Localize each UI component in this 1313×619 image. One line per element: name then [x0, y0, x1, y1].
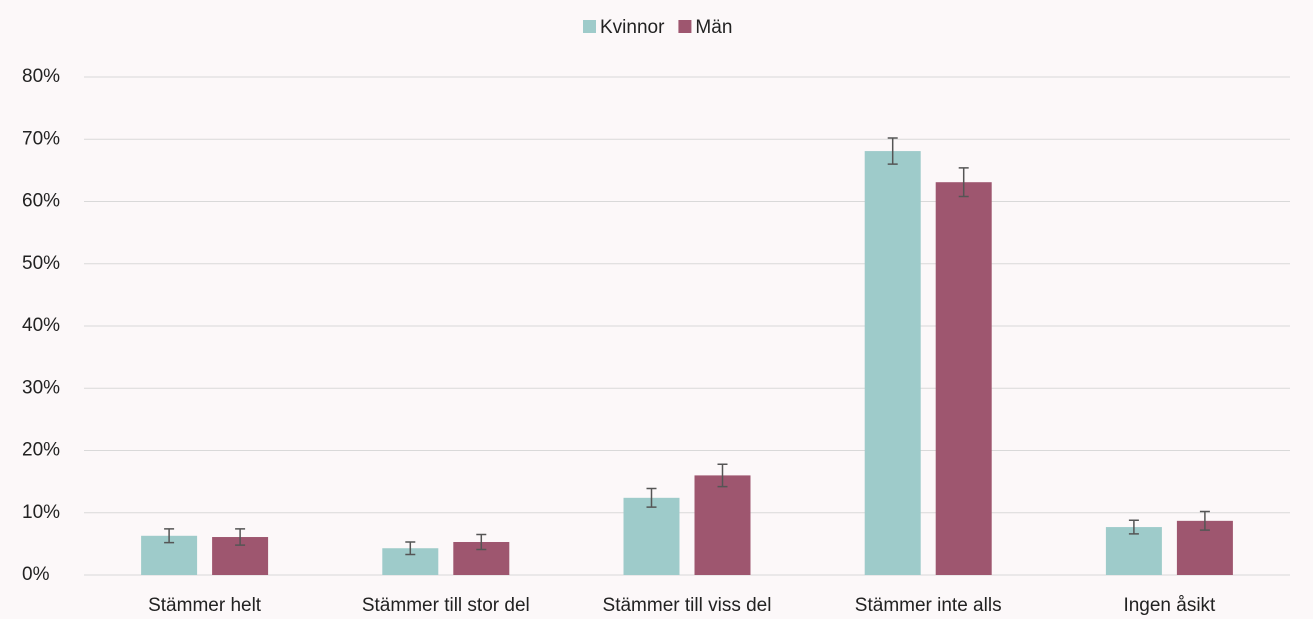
error-bar: [717, 463, 728, 488]
legend-label: Kvinnor: [600, 17, 665, 38]
error-bar: [476, 533, 487, 551]
y-tick-label: 10%: [22, 502, 60, 523]
y-tick-label: 20%: [22, 440, 60, 461]
x-tick-label: Stämmer till stor del: [362, 595, 530, 616]
y-tick-label: 30%: [22, 377, 60, 398]
legend-swatch: [583, 20, 596, 33]
x-tick-label: Stämmer till viss del: [603, 595, 772, 616]
y-tick-label: 40%: [22, 315, 60, 336]
legend-label: Män: [695, 17, 732, 38]
y-tick-label: 50%: [22, 253, 60, 274]
y-tick-label: 70%: [22, 128, 60, 149]
error-bar: [235, 528, 246, 546]
error-bar: [164, 528, 175, 544]
bar: [935, 182, 992, 575]
bar: [1105, 527, 1162, 575]
error-bar: [1128, 519, 1139, 535]
y-tick-label: 80%: [22, 66, 60, 87]
error-bar: [887, 137, 898, 165]
x-tick-label: Stämmer helt: [148, 595, 262, 616]
error-bar: [646, 487, 657, 508]
error-bar: [1199, 510, 1210, 531]
y-tick-label: 60%: [22, 191, 60, 212]
x-tick-label: Stämmer inte alls: [855, 595, 1002, 616]
x-tick-label: Ingen åsikt: [1123, 595, 1216, 616]
legend-swatch: [678, 20, 692, 33]
bar: [864, 151, 921, 575]
bar: [694, 475, 751, 575]
error-bar: [405, 541, 416, 556]
error-bar: [958, 167, 969, 198]
y-tick-label: 0%: [22, 564, 50, 585]
bar: [623, 497, 680, 575]
